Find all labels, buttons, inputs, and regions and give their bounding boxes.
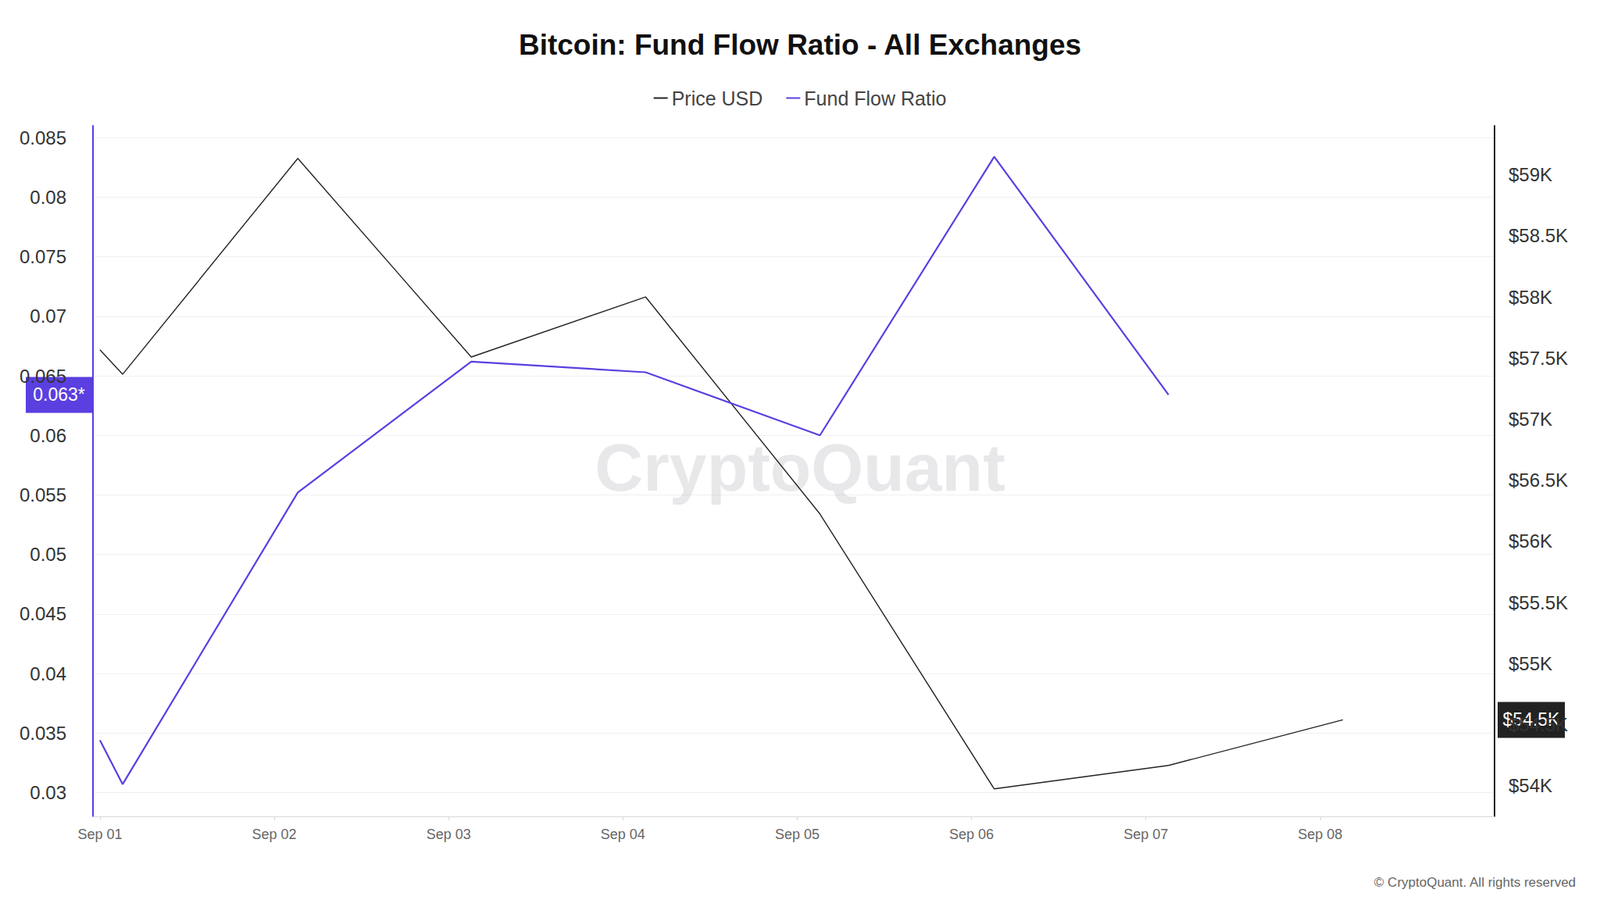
svg-text:0.085: 0.085 bbox=[19, 127, 67, 149]
svg-text:$59K: $59K bbox=[1508, 164, 1553, 186]
svg-text:Fund Flow Ratio: Fund Flow Ratio bbox=[803, 87, 947, 110]
svg-text:Sep 02: Sep 02 bbox=[252, 826, 297, 843]
svg-text:$56K: $56K bbox=[1508, 530, 1553, 552]
svg-text:0.06: 0.06 bbox=[29, 425, 67, 447]
svg-text:Sep 03: Sep 03 bbox=[426, 826, 472, 843]
svg-text:0.05: 0.05 bbox=[29, 543, 67, 565]
svg-text:0.065: 0.065 bbox=[19, 365, 67, 387]
svg-text:Sep 04: Sep 04 bbox=[600, 826, 646, 843]
svg-text:© CryptoQuant. All rights rese: © CryptoQuant. All rights reserved bbox=[1374, 875, 1576, 890]
svg-text:$55K: $55K bbox=[1508, 653, 1553, 675]
svg-text:Sep 07: Sep 07 bbox=[1123, 826, 1168, 843]
svg-text:Sep 01: Sep 01 bbox=[77, 826, 122, 843]
svg-text:Sep 05: Sep 05 bbox=[775, 826, 820, 843]
svg-text:CryptoQuant: CryptoQuant bbox=[594, 429, 1006, 505]
svg-text:Price USD: Price USD bbox=[671, 87, 764, 110]
svg-text:$58.5K: $58.5K bbox=[1508, 225, 1568, 247]
svg-text:0.07: 0.07 bbox=[29, 305, 67, 327]
svg-text:0.04: 0.04 bbox=[29, 663, 67, 685]
svg-text:$55.5K: $55.5K bbox=[1508, 592, 1568, 614]
svg-text:0.08: 0.08 bbox=[29, 186, 67, 208]
svg-text:Sep 08: Sep 08 bbox=[1297, 826, 1343, 843]
svg-text:$58K: $58K bbox=[1508, 286, 1553, 308]
svg-text:$54.5K: $54.5K bbox=[1508, 714, 1568, 736]
svg-text:$57K: $57K bbox=[1508, 408, 1553, 430]
svg-text:Bitcoin: Fund Flow Ratio - All: Bitcoin: Fund Flow Ratio - All Exchanges bbox=[518, 28, 1082, 61]
svg-text:0.063*: 0.063* bbox=[32, 384, 86, 405]
svg-text:Sep 06: Sep 06 bbox=[949, 826, 994, 843]
svg-text:$54K: $54K bbox=[1508, 775, 1553, 797]
svg-text:0.03: 0.03 bbox=[29, 782, 67, 804]
svg-text:0.045: 0.045 bbox=[19, 603, 67, 625]
svg-text:0.035: 0.035 bbox=[19, 722, 67, 744]
svg-text:$56.5K: $56.5K bbox=[1508, 469, 1568, 491]
svg-text:0.075: 0.075 bbox=[19, 246, 67, 268]
svg-text:0.055: 0.055 bbox=[19, 484, 67, 506]
svg-text:$57.5K: $57.5K bbox=[1508, 347, 1568, 369]
